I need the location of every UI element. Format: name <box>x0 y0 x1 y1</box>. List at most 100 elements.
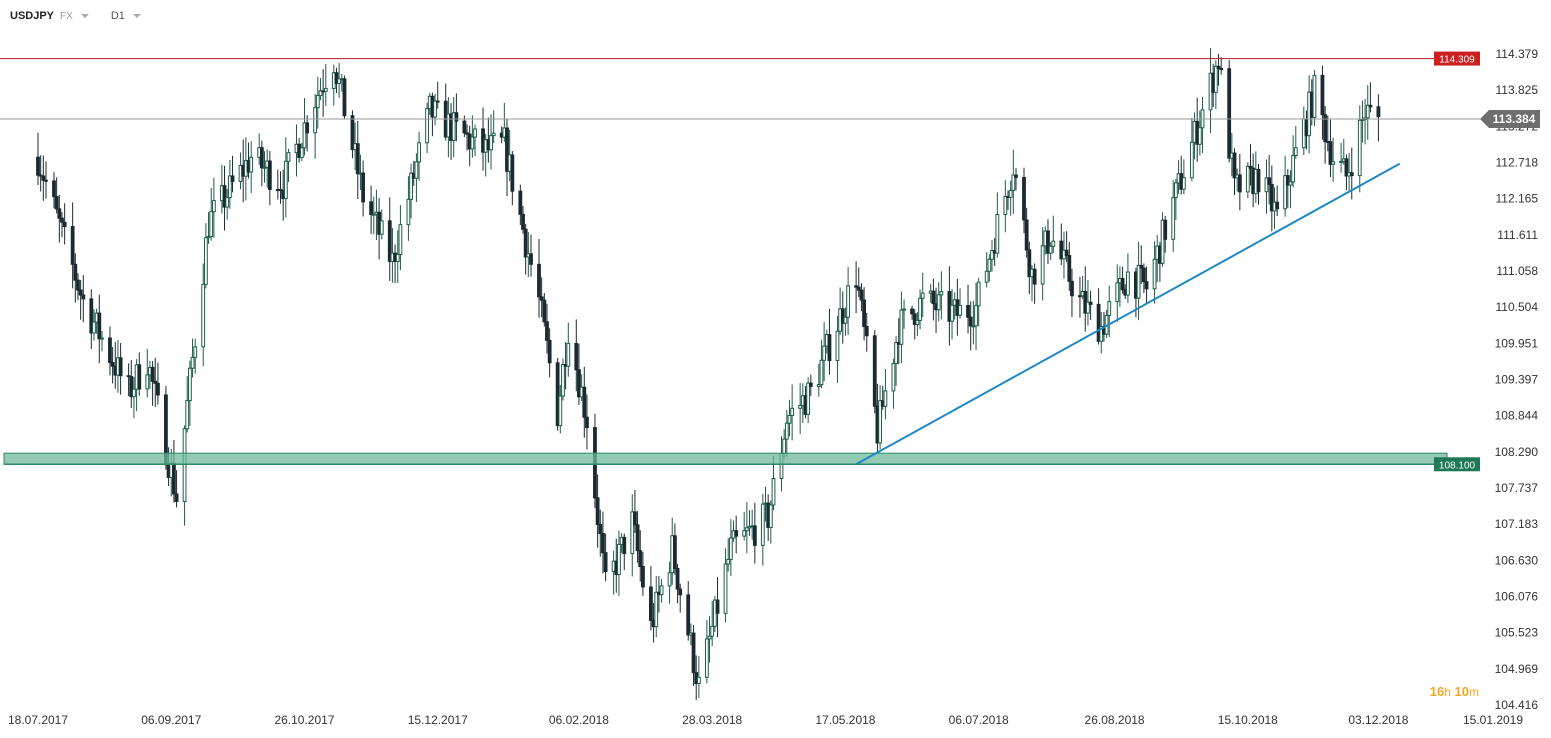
candle-down <box>518 190 523 215</box>
candle-down <box>968 316 973 327</box>
candle-down <box>601 532 605 554</box>
candle-down <box>110 362 115 367</box>
candle-up <box>1173 182 1178 199</box>
market-label[interactable]: FX <box>60 10 73 22</box>
market-dropdown-chevron-icon[interactable] <box>80 14 89 18</box>
candle-down <box>361 172 366 203</box>
x-tick-label: 03.12.2018 <box>1348 713 1408 727</box>
candle-down <box>598 523 603 534</box>
candle-countdown-timer: 16h 10m <box>1430 684 1479 699</box>
candle-down <box>691 632 696 674</box>
candle-up <box>409 172 413 200</box>
candle-up <box>433 100 437 118</box>
candle-down <box>1067 254 1072 282</box>
candle-down <box>827 334 832 362</box>
candle-down <box>582 386 587 418</box>
trendline[interactable] <box>855 162 1401 466</box>
candle-down <box>1376 106 1381 118</box>
candle-up <box>990 250 994 260</box>
candle-down <box>529 253 533 265</box>
candle-up <box>1003 196 1008 215</box>
candle-up <box>984 270 989 283</box>
candle-down <box>505 127 509 172</box>
candle-up <box>185 400 190 430</box>
resistance-label: 114.309 <box>1439 55 1475 66</box>
x-tick-label: 17.05.2018 <box>815 713 875 727</box>
candle-up <box>1048 245 1053 254</box>
candle-down <box>1120 277 1125 291</box>
candle-up <box>1086 301 1090 314</box>
candle-down <box>1027 249 1032 278</box>
candle-up <box>1152 258 1157 290</box>
candle-down <box>52 180 56 198</box>
candle-up <box>894 341 898 365</box>
candle-up <box>379 220 384 235</box>
candle-up <box>728 537 733 560</box>
candle-up <box>784 422 789 440</box>
y-tick-label: 109.951 <box>1495 336 1539 350</box>
candle-down <box>73 263 78 281</box>
candle-down <box>156 382 160 396</box>
candle-down <box>856 286 861 291</box>
candle-down <box>76 279 80 291</box>
candle-up <box>187 367 192 402</box>
candle-up <box>190 356 195 369</box>
candle-up <box>193 346 198 358</box>
candle-down <box>1014 174 1018 178</box>
candle-down <box>521 213 525 230</box>
candle-down <box>1139 264 1144 269</box>
candle-down <box>547 339 552 364</box>
candle-up <box>473 128 477 138</box>
candle-up <box>302 122 307 149</box>
candle-down <box>734 530 739 537</box>
symbol-label[interactable]: USDJPY <box>10 10 55 22</box>
candle-up <box>744 527 749 532</box>
y-tick-label: 104.969 <box>1495 662 1539 676</box>
candle-down <box>585 416 589 429</box>
x-tick-label: 15.12.2017 <box>408 713 468 727</box>
candle-up <box>883 390 888 407</box>
candle-up <box>209 211 214 238</box>
timer-hours: 16 <box>1429 684 1445 699</box>
candle-up <box>315 95 320 109</box>
candle-up <box>182 428 187 502</box>
timer-hours-unit: h <box>1444 685 1451 699</box>
candle-down <box>54 196 59 210</box>
y-tick-label: 114.379 <box>1496 47 1539 61</box>
candle-up <box>100 337 104 340</box>
candle-up <box>878 400 882 444</box>
candle-down <box>715 599 720 614</box>
candle-down <box>1368 104 1373 108</box>
candle-up <box>971 325 976 328</box>
candle-down <box>355 143 360 175</box>
candle-up <box>398 224 403 255</box>
candle-down <box>267 160 272 190</box>
candle-up <box>417 142 421 163</box>
timeframe-label[interactable]: D1 <box>110 10 125 22</box>
candle-down <box>1328 141 1333 165</box>
candle-up <box>92 321 96 334</box>
candle-up <box>918 297 922 321</box>
candle-up <box>654 591 659 628</box>
candle-down <box>542 299 547 323</box>
candle-down <box>342 78 347 117</box>
candle-down <box>334 72 339 84</box>
candle-down <box>931 290 936 305</box>
candle-up <box>1283 175 1288 210</box>
candle-down <box>840 308 845 324</box>
candle-down <box>137 364 142 390</box>
y-tick-label: 105.523 <box>1495 626 1539 640</box>
candle-up <box>283 160 288 200</box>
candle-down <box>1032 268 1037 285</box>
timeframe-dropdown-chevron-icon[interactable] <box>132 14 141 18</box>
candle-down <box>57 208 62 219</box>
candle-up <box>987 258 992 272</box>
candle-down <box>635 524 640 552</box>
candle-down <box>41 175 46 181</box>
candle-down <box>89 298 94 334</box>
candle-down <box>539 296 544 301</box>
candle-up <box>1312 74 1317 118</box>
candle-up <box>1288 181 1293 186</box>
candle-down <box>62 221 67 228</box>
